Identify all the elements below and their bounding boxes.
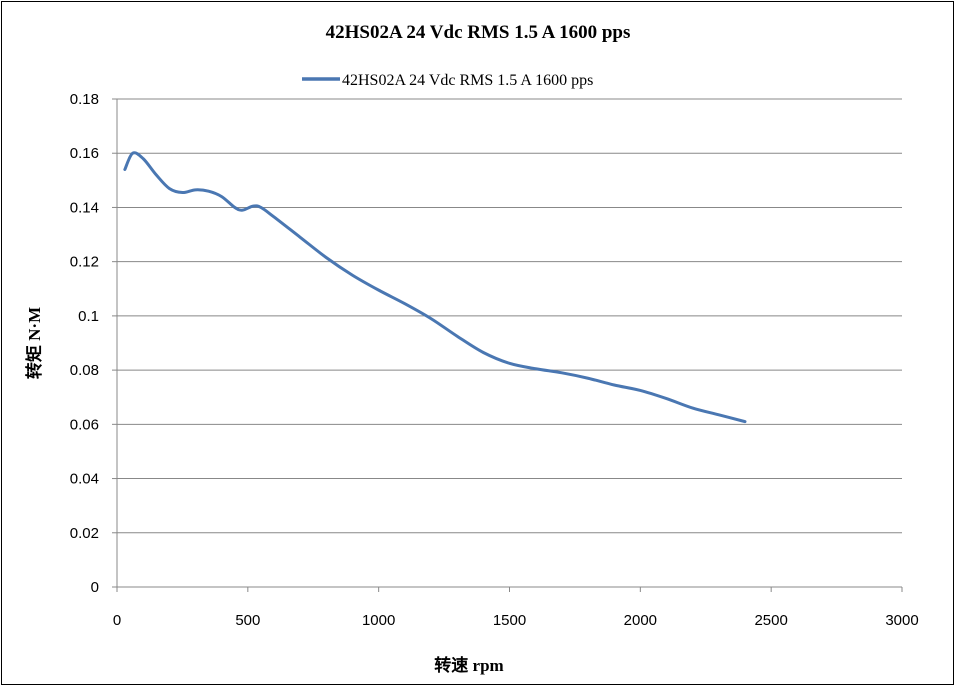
y-axis-ticks: 0 0.02 0.04 0.06 0.08 0.1 0.12 0.14 0.16 0.18 — [70, 91, 117, 596]
x-tick-label: 3000 — [885, 612, 918, 629]
x-tick-label: 1000 — [362, 612, 395, 629]
x-tick-label: 500 — [235, 612, 260, 629]
legend-label: 42HS02A 24 Vdc RMS 1.5 A 1600 pps — [342, 72, 593, 89]
y-tick-label: 0.16 — [70, 145, 99, 162]
x-tick-label: 2500 — [754, 612, 787, 629]
y-tick-label: 0.1 — [78, 308, 99, 325]
y-tick-label: 0.04 — [70, 471, 99, 488]
x-axis-label: 转速 rpm — [434, 655, 503, 675]
x-tick-label: 2000 — [624, 612, 657, 629]
legend: 42HS02A 24 Vdc RMS 1.5 A 1600 pps — [302, 72, 593, 89]
y-tick-label: 0 — [91, 579, 99, 596]
series-line-42hs02a — [123, 151, 747, 424]
y-tick-label: 0.06 — [70, 416, 99, 433]
y-tick-label: 0.18 — [70, 91, 99, 108]
chart-title: 42HS02A 24 Vdc RMS 1.5 A 1600 pps — [326, 22, 631, 43]
x-tick-label: 1500 — [493, 612, 526, 629]
gridlines — [117, 98, 902, 534]
y-tick-label: 0.12 — [70, 254, 99, 271]
y-tick-label: 0.02 — [70, 525, 99, 542]
y-axis-label: 转矩 N·M — [24, 307, 44, 379]
x-tick-label: 0 — [113, 612, 121, 629]
y-tick-label: 0.08 — [70, 362, 99, 379]
x-axis-ticks: 0 500 1000 1500 2000 2500 3000 — [113, 587, 919, 629]
y-tick-label: 0.14 — [70, 199, 99, 216]
